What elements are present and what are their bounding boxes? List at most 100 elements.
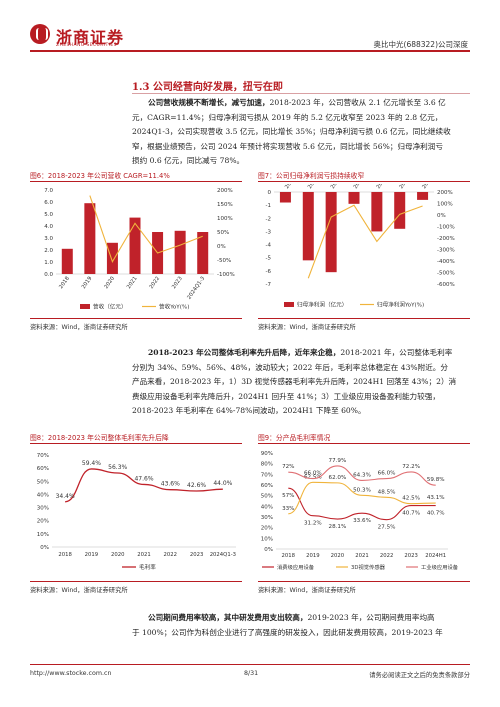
logo-icon bbox=[30, 24, 50, 44]
yoy-line bbox=[89, 195, 203, 263]
bar bbox=[325, 192, 337, 273]
bar bbox=[302, 192, 314, 261]
x-tick-label: 2020 bbox=[330, 184, 343, 190]
y2-tick-label: -600% bbox=[437, 282, 455, 288]
paragraph-line: 窄，根据业绩预告，公司 2024 年预计将实现营收 5.6 亿元，同比增长 56… bbox=[132, 141, 443, 151]
data-label: 48.5% bbox=[378, 489, 396, 495]
paragraph-line: 分别为 34%、59%、56%、48%，波动较大；2022 年后，毛利率总体稳定… bbox=[132, 362, 448, 372]
logo-text: 浙商证券 bbox=[56, 28, 125, 47]
x-tick-label: 2021 bbox=[353, 184, 366, 190]
x-tick-label: 2024Q1-3 bbox=[186, 276, 206, 301]
x-tick-label: 2019 bbox=[85, 552, 98, 558]
x-tick-label: 2020 bbox=[331, 553, 345, 559]
section-title: 1.3 公司经营向好发展，扭亏在即 bbox=[132, 82, 283, 93]
figure-6-chart: 0.0 1.0 2.0 3.0 4.0 5.0 6.0 7.0 -100% -50% 0% 50% 10… bbox=[44, 188, 235, 311]
data-label: 27.5% bbox=[378, 525, 396, 531]
paragraph-line: 损约 0.6 亿元，同比减亏 78%。 bbox=[132, 156, 245, 165]
x-tick-label: 2018 bbox=[282, 553, 296, 559]
x-tick-label: 2023 bbox=[404, 553, 417, 559]
data-label: 42.6% bbox=[187, 482, 206, 489]
data-label: 59.4% bbox=[82, 460, 101, 467]
y-tick-label: 30% bbox=[37, 506, 49, 512]
x-tick-label: 2024Q1-3 bbox=[210, 552, 236, 558]
y-tick-label: 10% bbox=[261, 536, 273, 542]
x-tick-label: 2020 bbox=[111, 552, 125, 558]
y-tick-label: 20% bbox=[37, 519, 49, 525]
data-label: 59.8% bbox=[427, 477, 445, 483]
x-tick-label: 2022 bbox=[164, 552, 177, 558]
page-number: 8/31 bbox=[244, 670, 259, 677]
figure-7-chart: 0 -1 -2 -3 -4 -5 -6 -7 -600% -500% -400% -300% -200%… bbox=[266, 184, 455, 309]
x-tick-label: 2022 bbox=[149, 276, 162, 290]
figure-8-source: 资料来源：Wind，浙商证券研究所 bbox=[30, 587, 128, 594]
y-tick-label: 50% bbox=[37, 479, 49, 485]
footer-url[interactable]: http://www.stocke.com.cn bbox=[30, 670, 112, 677]
y2-tick-label: -100% bbox=[217, 272, 235, 278]
y2-tick-label: -400% bbox=[437, 259, 455, 265]
bar bbox=[417, 192, 429, 200]
bar bbox=[106, 242, 118, 274]
data-label: 62.5% bbox=[304, 474, 322, 480]
data-label: 44.0% bbox=[213, 480, 232, 487]
bar bbox=[84, 203, 96, 274]
figure-7-title: 图7：公司归母净利润亏损持续收窄 bbox=[258, 172, 365, 180]
y-tick-label: 50% bbox=[261, 494, 273, 500]
y-tick-label: -4 bbox=[266, 243, 272, 249]
x-tick-label: 2021 bbox=[126, 276, 139, 290]
y2-tick-label: -200% bbox=[437, 236, 455, 242]
paragraph-line: 2018-2021 年，公司整体毛利率 bbox=[340, 348, 453, 357]
section-divider bbox=[132, 93, 470, 94]
y-tick-label: 60% bbox=[261, 483, 273, 489]
x-tick-label: 2021 bbox=[355, 553, 368, 559]
figure-9-chart: 0% 10% 20% 30% 40% 50% 60% 70% 80% 90% 57% 31.2% 28.… bbox=[261, 451, 459, 571]
y-tick-label: 10% bbox=[37, 532, 49, 538]
x-tick-label: 2022 bbox=[376, 184, 389, 190]
logo-subtext: ZHESHANG SECURITIES bbox=[56, 43, 117, 48]
data-label: 28.1% bbox=[329, 524, 347, 530]
y-tick-label: -2 bbox=[266, 216, 271, 222]
figure-8-title: 图8：2018-2023 年公司整体毛利率先升后降 bbox=[30, 434, 169, 442]
series-line bbox=[288, 465, 436, 486]
data-label: 72.2% bbox=[402, 464, 420, 470]
y-tick-label: 40% bbox=[261, 504, 273, 510]
legend-label: 归母净利润YoY(%) bbox=[377, 301, 424, 309]
data-label: 66.0% bbox=[378, 471, 396, 477]
y-tick-label: -5 bbox=[266, 256, 272, 262]
series-line bbox=[288, 481, 436, 515]
x-tick-label: 2019 bbox=[306, 553, 319, 559]
y2-tick-label: 100% bbox=[217, 216, 233, 222]
y2-tick-label: 100% bbox=[437, 202, 453, 208]
figure-6-rule bbox=[30, 181, 242, 182]
y-tick-label: 0.0 bbox=[44, 272, 53, 278]
y-tick-label: 90% bbox=[261, 451, 273, 457]
y-tick-label: 7.0 bbox=[44, 188, 53, 194]
y2-tick-label: -50% bbox=[217, 258, 231, 264]
bar bbox=[61, 248, 73, 274]
y2-tick-label: -500% bbox=[437, 271, 455, 277]
bar bbox=[371, 192, 383, 232]
x-tick-label: 2018 bbox=[58, 275, 71, 290]
data-label: 50.3% bbox=[353, 487, 371, 493]
figure-7-bottom-rule bbox=[258, 318, 470, 319]
data-label: 77.9% bbox=[329, 458, 347, 464]
figure-8-bottom-rule bbox=[30, 581, 242, 582]
x-tick-label: 2024H1 bbox=[425, 553, 446, 559]
data-label: 34.4% bbox=[56, 493, 75, 500]
data-label: 47.6% bbox=[134, 475, 153, 482]
y2-tick-label: -100% bbox=[437, 225, 455, 231]
y-tick-label: -3 bbox=[266, 229, 272, 235]
y-tick-label: 80% bbox=[261, 462, 273, 468]
y-tick-label: 0% bbox=[40, 545, 49, 551]
y-tick-label: 30% bbox=[261, 515, 273, 521]
paragraph-line: 于 100%；公司作为科创企业进行了高强度的研发投入，因此研发费用较高，2019… bbox=[132, 627, 443, 637]
bar bbox=[394, 192, 406, 229]
x-tick-label: 2019 bbox=[307, 184, 320, 190]
paragraph-margin: 2018-2023 年公司整体毛利率先升后降，近年来企稳，2018-2021 年… bbox=[132, 346, 472, 419]
y-tick-label: 0% bbox=[264, 547, 273, 553]
figure-7-source: 资料来源：Wind，浙商证券研究所 bbox=[258, 324, 356, 331]
y-tick-label: 70% bbox=[261, 472, 273, 478]
legend-label: 工业级应用设备 bbox=[421, 563, 459, 571]
figure-9-title: 图9：分产品毛利率情况 bbox=[258, 434, 331, 442]
footer-divider bbox=[30, 664, 470, 665]
bar bbox=[279, 192, 291, 203]
